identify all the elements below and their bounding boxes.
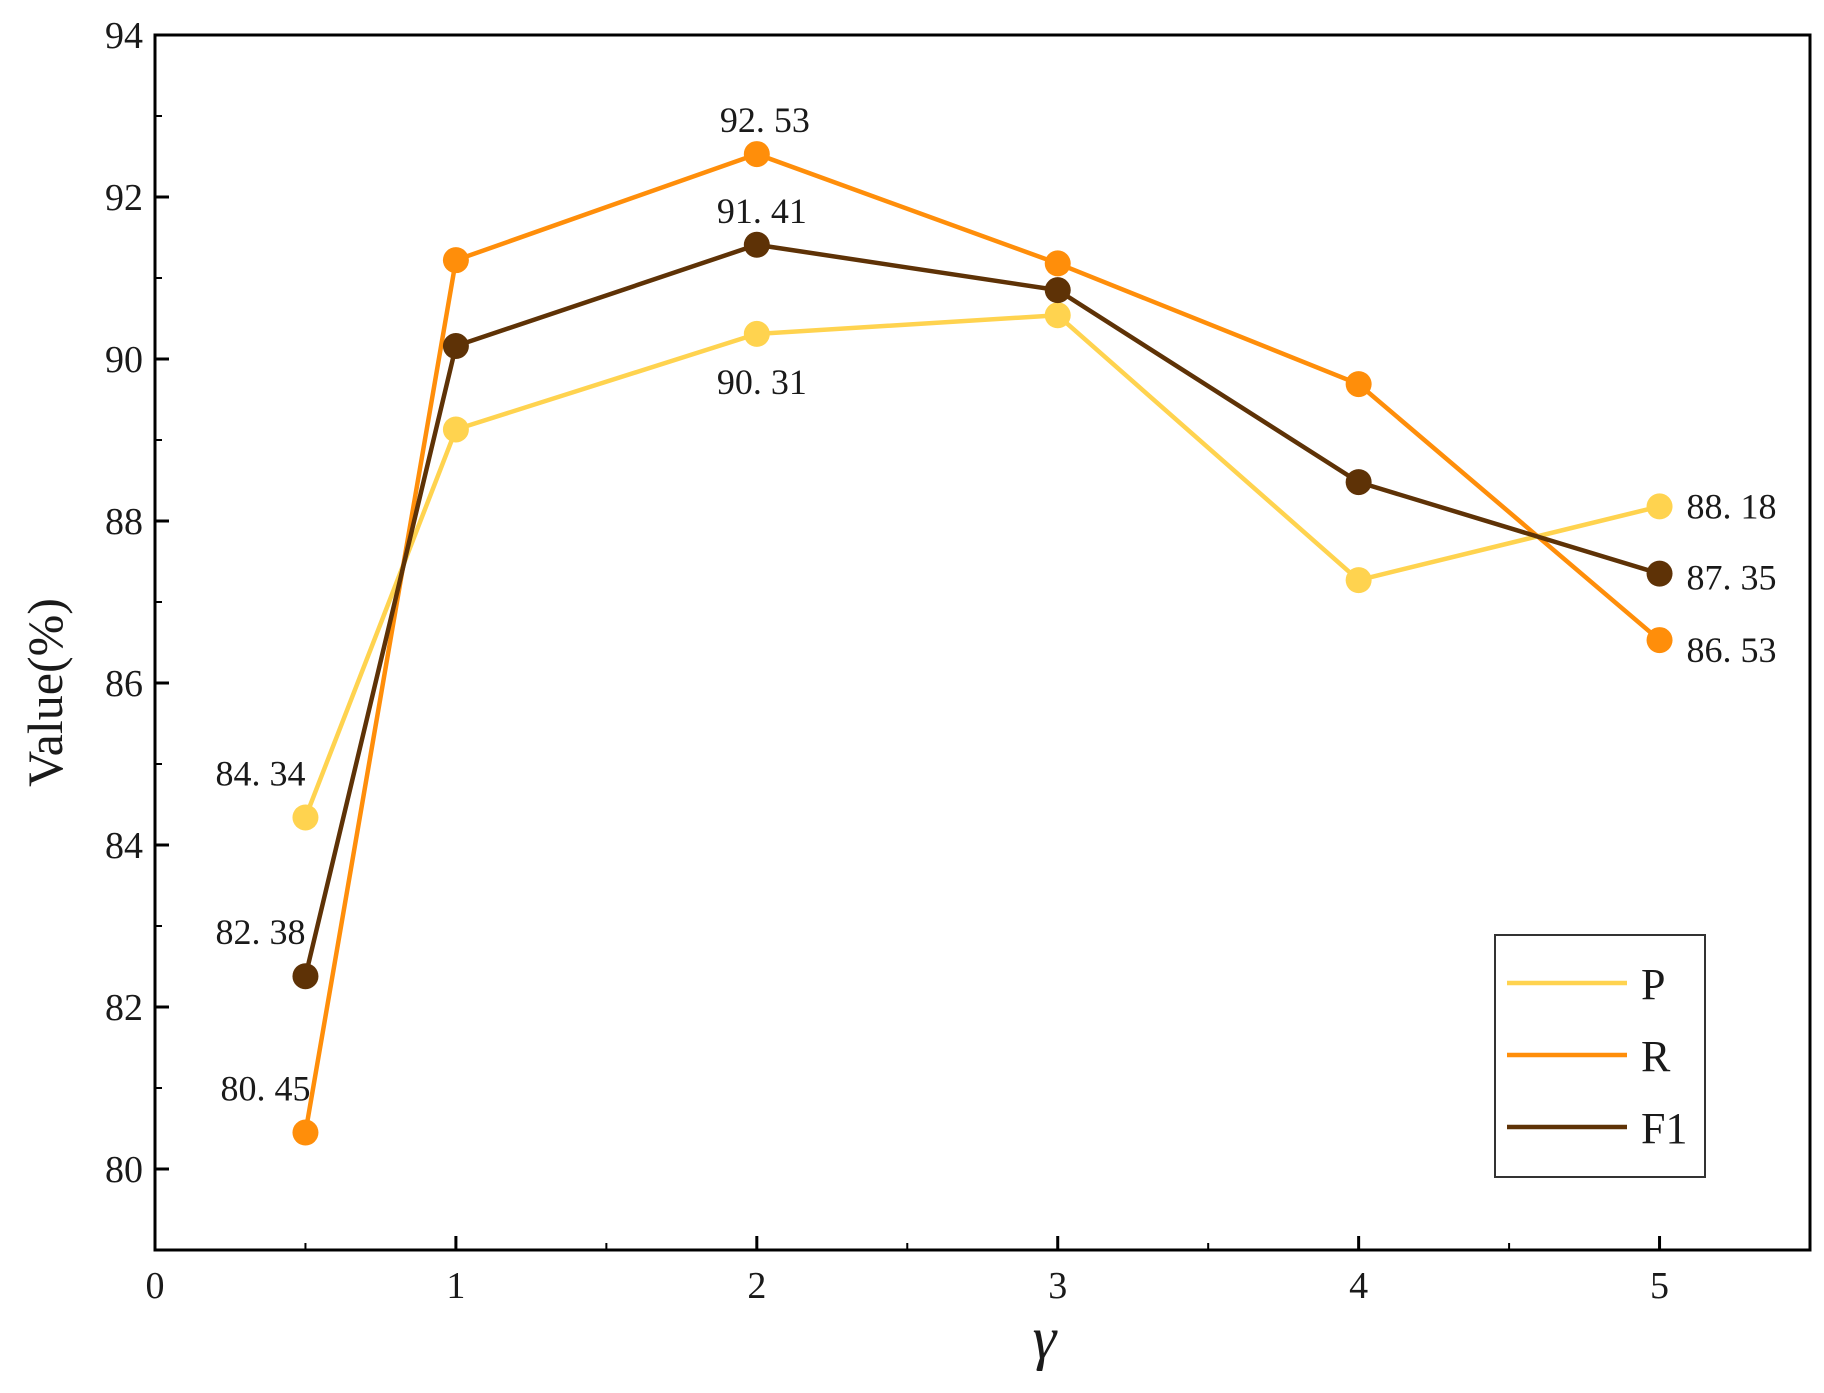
plot-frame	[153, 33, 1812, 1252]
legend-label-p: P	[1641, 960, 1665, 1009]
y-tick-label: 90	[105, 339, 143, 381]
series-line-r	[303, 151, 1662, 1133]
data-label: 87. 35	[1687, 558, 1777, 598]
x-tick-label: 5	[1650, 1265, 1669, 1307]
legend-label-f1: F1	[1641, 1104, 1687, 1153]
x-tick-label: 4	[1349, 1265, 1368, 1307]
data-point-f1	[292, 963, 319, 990]
data-point-p	[1345, 567, 1372, 594]
data-point-p	[1044, 302, 1071, 329]
data-label: 86. 53	[1687, 630, 1777, 670]
x-axis-title: γ	[1033, 1305, 1058, 1371]
data-label: 82. 38	[215, 912, 305, 952]
data-point-f1	[1646, 560, 1673, 587]
data-point-r	[1646, 627, 1673, 654]
y-axis-title: Value(%)	[17, 598, 73, 787]
x-tick-label: 2	[747, 1265, 766, 1307]
data-labels: 84. 34 82. 38 80. 45 92. 53 91. 41 90. 31 88. …	[215, 100, 1776, 1108]
x-tick-label: 1	[446, 1265, 465, 1307]
data-point-r	[1044, 250, 1071, 277]
data-point-r	[442, 247, 469, 274]
y-tick-label: 94	[105, 15, 143, 57]
y-tick-label: 92	[105, 177, 143, 219]
y-tick-label: 88	[105, 501, 143, 543]
data-point-r	[1345, 371, 1372, 398]
data-label: 80. 45	[220, 1069, 310, 1109]
y-tick-label: 86	[105, 663, 143, 705]
data-point-p	[442, 416, 469, 443]
x-tick-label: 3	[1048, 1265, 1067, 1307]
data-point-f1	[743, 231, 770, 258]
data-point-f1	[442, 333, 469, 360]
y-tick-label: 84	[105, 825, 143, 867]
data-label: 91. 41	[717, 191, 807, 231]
legend: PR F1	[1494, 934, 1706, 1178]
data-point-f1	[1345, 469, 1372, 496]
series-line-p	[303, 313, 1661, 819]
y-tick-label: 80	[105, 1149, 143, 1191]
data-point-p	[1646, 493, 1673, 520]
series-line-f1	[303, 242, 1661, 977]
data-point-p	[292, 804, 319, 831]
data-point-r	[292, 1119, 319, 1146]
x-tick-label: 0	[146, 1265, 165, 1307]
legend-label-r: R	[1641, 1032, 1671, 1081]
data-point-p	[743, 320, 770, 347]
data-label: 88. 18	[1687, 486, 1777, 526]
axes: 0 1 2 3 4 5 80 82 84 86 88 90 92 94 γ Value(%)	[17, 15, 1812, 1371]
y-tick-label: 82	[105, 987, 143, 1029]
series-layer	[292, 141, 1673, 1146]
data-label: 92. 53	[720, 100, 810, 140]
data-label: 84. 34	[215, 753, 305, 793]
data-point-f1	[1044, 277, 1071, 304]
data-label: 90. 31	[717, 362, 807, 402]
data-point-r	[743, 141, 770, 168]
